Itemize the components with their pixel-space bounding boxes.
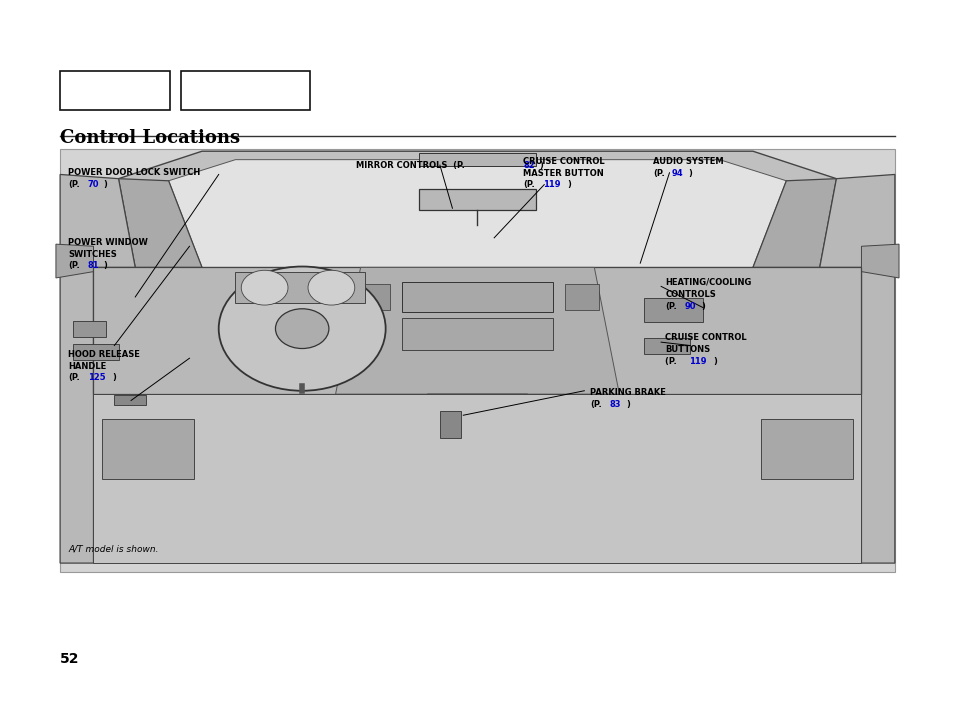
Text: ): ) [700, 302, 704, 310]
Text: CRUISE CONTROL: CRUISE CONTROL [523, 157, 604, 165]
Polygon shape [56, 244, 93, 278]
Polygon shape [118, 151, 836, 284]
Text: MASTER BUTTON: MASTER BUTTON [523, 168, 603, 178]
Bar [181, 71, 310, 110]
Circle shape [308, 271, 355, 305]
Text: BUTTONS: BUTTONS [664, 344, 710, 354]
Text: AUDIO SYSTEM: AUDIO SYSTEM [652, 157, 722, 165]
Text: 90: 90 [683, 302, 696, 310]
Circle shape [275, 309, 329, 349]
Text: A/T model is shown.: A/T model is shown. [69, 544, 159, 553]
Text: 82: 82 [523, 161, 535, 170]
Bar [760, 420, 852, 479]
Bar [439, 411, 460, 439]
Text: (P.: (P. [69, 373, 80, 383]
Polygon shape [335, 268, 618, 394]
Circle shape [241, 271, 288, 305]
Text: Control Locations: Control Locations [60, 129, 240, 147]
Text: CONTROLS: CONTROLS [664, 290, 716, 299]
Text: MIRROR CONTROLS  (P.: MIRROR CONTROLS (P. [356, 161, 465, 170]
Polygon shape [427, 394, 527, 521]
Text: 83: 83 [609, 400, 620, 409]
Polygon shape [169, 160, 785, 268]
Polygon shape [418, 190, 536, 210]
Text: CRUISE CONTROL: CRUISE CONTROL [664, 333, 746, 342]
Text: HOOD RELEASE: HOOD RELEASE [69, 350, 140, 359]
Polygon shape [93, 268, 861, 394]
Polygon shape [60, 175, 135, 563]
Bar [72, 344, 118, 360]
Text: ): ) [567, 180, 571, 190]
Text: ): ) [104, 261, 108, 270]
Bar [418, 153, 536, 166]
Text: 94: 94 [671, 168, 683, 178]
Text: ): ) [538, 161, 542, 170]
Polygon shape [752, 179, 836, 268]
Bar [402, 282, 552, 312]
Text: (P.: (P. [590, 400, 601, 409]
Text: HEATING/COOLING: HEATING/COOLING [664, 278, 751, 287]
Text: 125: 125 [88, 373, 105, 383]
Text: 119: 119 [688, 356, 705, 366]
Text: ): ) [688, 168, 692, 178]
Bar [564, 284, 598, 310]
Text: (P.: (P. [652, 168, 664, 178]
Text: 70: 70 [88, 180, 99, 189]
Text: POWER DOOR LOCK SWITCH: POWER DOOR LOCK SWITCH [69, 168, 200, 177]
Text: (P.: (P. [523, 180, 535, 190]
Bar [402, 318, 552, 350]
Text: 52: 52 [60, 652, 79, 666]
Text: (P.: (P. [69, 261, 80, 270]
Polygon shape [861, 244, 898, 278]
Bar [102, 420, 193, 479]
Bar [114, 395, 146, 405]
Circle shape [458, 461, 496, 488]
Bar [72, 321, 106, 337]
Bar [644, 297, 702, 322]
Polygon shape [118, 179, 202, 268]
Polygon shape [819, 175, 894, 563]
Bar [356, 284, 390, 310]
Text: HANDLE: HANDLE [69, 361, 107, 371]
Text: 81: 81 [88, 261, 99, 270]
Text: ): ) [625, 400, 629, 409]
Text: ): ) [713, 356, 717, 366]
Bar [644, 338, 690, 354]
Bar [60, 149, 894, 572]
Text: (P.: (P. [69, 180, 80, 189]
Text: ): ) [104, 180, 108, 189]
Bar [60, 71, 170, 110]
Text: (P.: (P. [664, 356, 679, 366]
Text: 119: 119 [542, 180, 559, 190]
Text: SWITCHES: SWITCHES [69, 250, 117, 258]
Text: (P.: (P. [664, 302, 677, 310]
Circle shape [218, 266, 385, 390]
Bar [235, 272, 364, 303]
Text: ): ) [112, 373, 116, 383]
Text: POWER WINDOW: POWER WINDOW [69, 238, 148, 247]
Polygon shape [93, 394, 861, 563]
Text: PARKING BRAKE: PARKING BRAKE [590, 388, 665, 397]
